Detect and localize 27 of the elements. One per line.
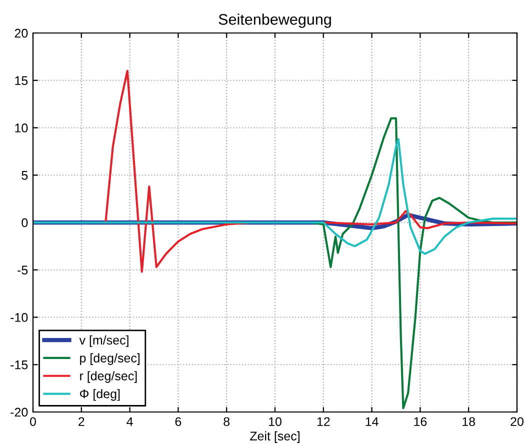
y-tick-label: 0 <box>22 218 28 228</box>
legend-label: r [deg/sec] <box>80 371 137 383</box>
y-tick-label: 15 <box>15 76 28 86</box>
x-tick-label: 4 <box>126 417 133 426</box>
x-tick-label: 10 <box>269 417 282 426</box>
y-tick-label: -15 <box>10 360 28 370</box>
x-tick-label: 20 <box>510 417 524 426</box>
x-tick-label: 6 <box>175 417 182 426</box>
x-tick-label: 12 <box>317 417 330 426</box>
x-tick-label: 0 <box>30 417 36 426</box>
y-tick-label: -5 <box>18 266 28 275</box>
x-tick-label: 16 <box>414 417 427 426</box>
x-axis-title: Zeit [sec] <box>250 431 300 443</box>
legend-label: p [deg/sec] <box>80 353 140 365</box>
y-tick-label: -10 <box>10 313 28 322</box>
y-tick-label: 10 <box>15 124 28 132</box>
y-tick-label: 20 <box>14 28 28 38</box>
x-tick-label: 18 <box>462 417 476 426</box>
line-series <box>33 138 517 255</box>
x-tick-label: 14 <box>366 417 378 426</box>
y-tick-label: -20 <box>10 408 28 417</box>
legend-label: v [m/sec] <box>79 335 128 348</box>
chart-title: Seitenbewegung <box>218 14 331 28</box>
x-tick-label: 8 <box>224 417 230 426</box>
x-tick-label: 2 <box>78 417 84 426</box>
legend-label: Φ [deg] <box>80 389 120 401</box>
y-tick-label: 5 <box>22 171 28 180</box>
